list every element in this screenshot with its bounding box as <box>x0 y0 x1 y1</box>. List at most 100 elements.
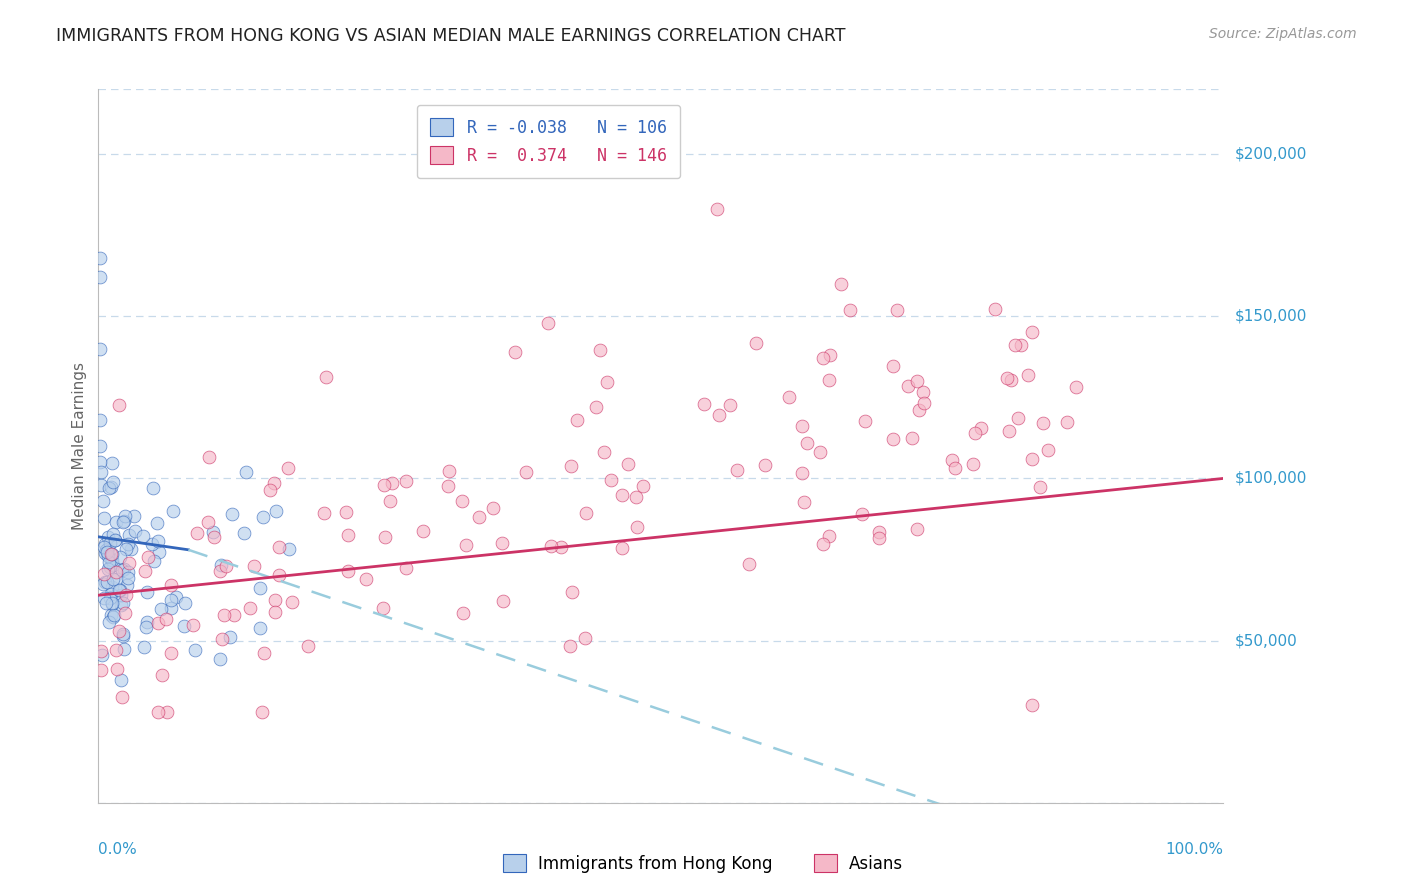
Point <box>337 528 360 542</box>
Point <box>141 537 163 551</box>
Point <box>249 581 271 595</box>
Text: $50,000: $50,000 <box>1234 633 1298 648</box>
Point <box>98 536 121 550</box>
Point <box>1032 416 1054 430</box>
Point <box>100 607 122 622</box>
Point <box>104 533 127 547</box>
Point <box>335 505 357 519</box>
Point <box>110 673 132 687</box>
Point <box>718 398 741 412</box>
Point <box>381 476 404 491</box>
Point <box>105 565 128 579</box>
Point <box>120 541 142 556</box>
Point <box>89 251 111 265</box>
Point <box>173 619 195 633</box>
Text: IMMIGRANTS FROM HONG KONG VS ASIAN MEDIAN MALE EARNINGS CORRELATION CHART: IMMIGRANTS FROM HONG KONG VS ASIAN MEDIA… <box>56 27 846 45</box>
Point <box>264 503 287 517</box>
Point <box>738 558 761 572</box>
Point <box>1004 338 1026 352</box>
Point <box>886 302 908 317</box>
Point <box>943 461 966 475</box>
Point <box>211 632 233 646</box>
Point <box>174 596 197 610</box>
Point <box>131 529 153 543</box>
Point <box>150 668 173 682</box>
Point <box>103 572 125 586</box>
Point <box>100 553 122 567</box>
Point <box>482 501 505 516</box>
Point <box>111 627 134 641</box>
Point <box>159 578 181 592</box>
Point <box>1017 368 1039 382</box>
Point <box>1036 443 1059 458</box>
Point <box>585 400 607 414</box>
Point <box>111 563 134 577</box>
Point <box>198 450 221 464</box>
Point <box>263 606 285 620</box>
Point <box>115 588 138 602</box>
Point <box>89 413 111 427</box>
Legend: R = -0.038   N = 106, R =  0.374   N = 146: R = -0.038 N = 106, R = 0.374 N = 146 <box>416 104 681 178</box>
Point <box>94 542 117 557</box>
Text: $100,000: $100,000 <box>1234 471 1306 486</box>
Point <box>868 531 890 545</box>
Point <box>98 559 121 574</box>
Point <box>600 473 623 487</box>
Point <box>111 629 134 643</box>
Point <box>162 504 184 518</box>
Point <box>148 705 170 719</box>
Point <box>100 480 122 494</box>
Point <box>159 593 181 607</box>
Point <box>277 461 299 475</box>
Point <box>160 646 183 660</box>
Point <box>115 578 138 592</box>
Point <box>235 465 257 479</box>
Point <box>900 431 922 445</box>
Point <box>1000 373 1022 387</box>
Point <box>110 599 132 613</box>
Point <box>1021 698 1043 713</box>
Point <box>592 445 614 459</box>
Point <box>114 542 136 557</box>
Point <box>277 541 299 556</box>
Point <box>112 596 135 610</box>
Point <box>373 601 395 615</box>
Point <box>853 414 876 428</box>
Point <box>692 397 714 411</box>
Point <box>467 510 489 524</box>
Point <box>214 607 236 622</box>
Point <box>103 607 125 622</box>
Point <box>105 643 128 657</box>
Point <box>219 630 242 644</box>
Point <box>250 705 273 719</box>
Point <box>98 591 121 606</box>
Point <box>897 379 920 393</box>
Point <box>830 277 852 291</box>
Point <box>94 546 117 560</box>
Text: $150,000: $150,000 <box>1234 309 1306 324</box>
Point <box>297 640 319 654</box>
Point <box>94 537 117 551</box>
Point <box>110 589 132 603</box>
Point <box>101 547 124 561</box>
Point <box>97 562 120 576</box>
Point <box>100 547 122 561</box>
Point <box>101 475 124 489</box>
Point <box>1029 480 1052 494</box>
Point <box>269 541 291 555</box>
Point <box>112 515 135 529</box>
Point <box>540 539 562 553</box>
Point <box>312 507 335 521</box>
Point <box>201 524 224 539</box>
Legend: Immigrants from Hong Kong, Asians: Immigrants from Hong Kong, Asians <box>496 847 910 880</box>
Point <box>790 466 813 480</box>
Point <box>243 559 266 574</box>
Point <box>197 516 219 530</box>
Point <box>89 439 111 453</box>
Point <box>239 601 262 615</box>
Point <box>98 615 121 630</box>
Point <box>124 524 146 538</box>
Point <box>354 573 377 587</box>
Point <box>117 537 139 551</box>
Point <box>1021 326 1043 340</box>
